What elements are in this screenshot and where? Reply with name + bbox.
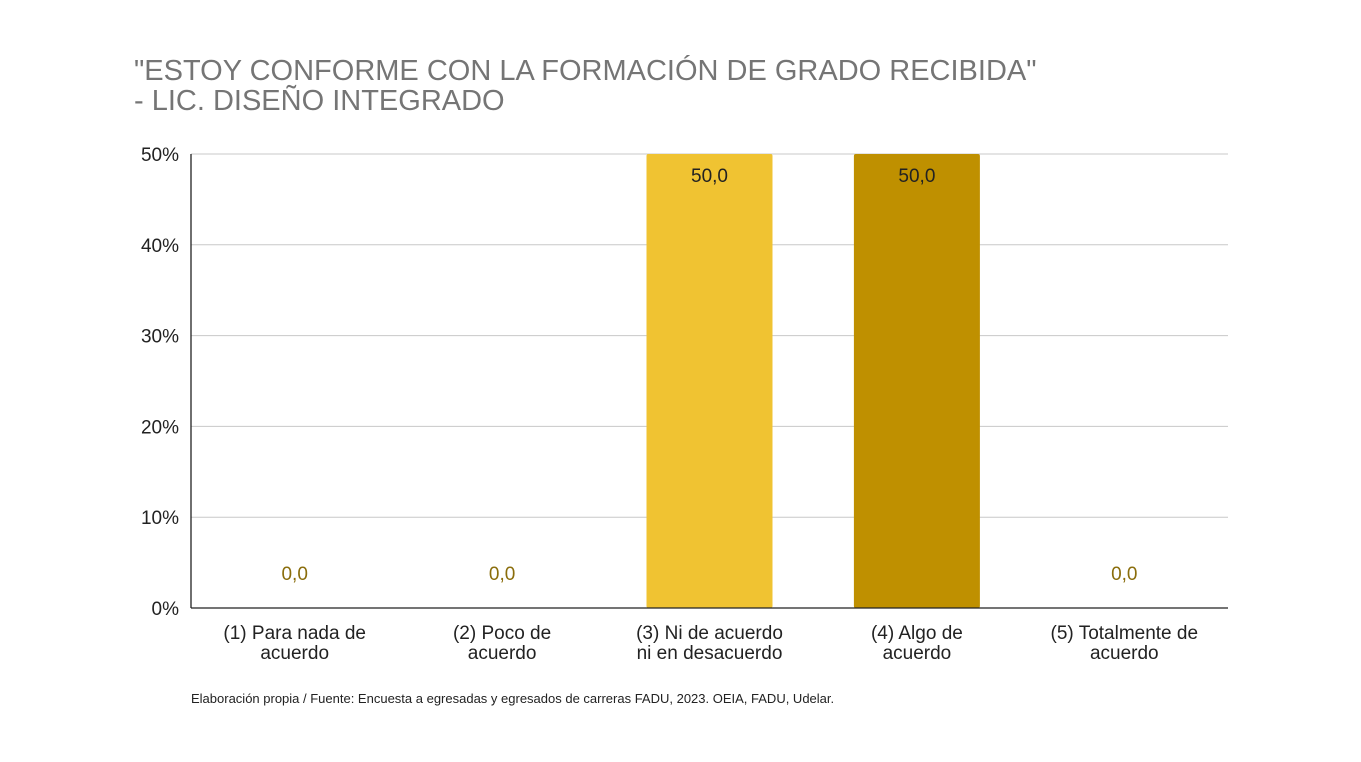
x-tick-label: acuerdo <box>468 643 537 664</box>
x-tick-label: (5) Totalmente de <box>1051 623 1199 644</box>
y-tick-label: 10% <box>141 508 179 529</box>
data-label: 50,0 <box>898 166 935 187</box>
data-label: 0,0 <box>1111 564 1137 585</box>
x-tick-label: (4) Algo de <box>871 623 963 644</box>
data-label: 50,0 <box>691 166 728 187</box>
data-label: 0,0 <box>489 564 515 585</box>
chart-title-line-1: "ESTOY CONFORME CON LA FORMACIÓN DE GRAD… <box>134 55 1037 87</box>
x-tick-label: (3) Ni de acuerdo <box>636 623 783 644</box>
x-tick-label: acuerdo <box>1090 643 1159 664</box>
y-tick-label: 20% <box>141 417 179 438</box>
chart-title: "ESTOY CONFORME CON LA FORMACIÓN DE GRAD… <box>134 56 1234 116</box>
chart-title-line-2: - LIC. DISEÑO INTEGRADO <box>134 85 505 117</box>
y-axis-tick-labels: 0% 10% 20% 30% 40% 50% <box>141 145 179 620</box>
source-note: Elaboración propia / Fuente: Encuesta a … <box>191 691 835 706</box>
y-tick-label: 0% <box>152 599 180 620</box>
bars <box>646 154 980 608</box>
y-tick-label: 40% <box>141 236 179 257</box>
x-tick-label: (2) Poco de <box>453 623 551 644</box>
x-tick-label: (1) Para nada de <box>223 623 366 644</box>
bar <box>853 154 980 608</box>
axes <box>190 154 1228 609</box>
y-tick-label: 50% <box>141 145 179 166</box>
x-tick-label: acuerdo <box>260 643 329 664</box>
x-tick-label: acuerdo <box>883 643 952 664</box>
data-labels: 0,0 0,0 50,0 50,0 0,0 <box>281 166 1137 585</box>
data-label: 0,0 <box>281 564 307 585</box>
y-tick-label: 30% <box>141 327 179 348</box>
bar <box>646 154 773 608</box>
x-tick-label: ni en desacuerdo <box>637 643 783 664</box>
